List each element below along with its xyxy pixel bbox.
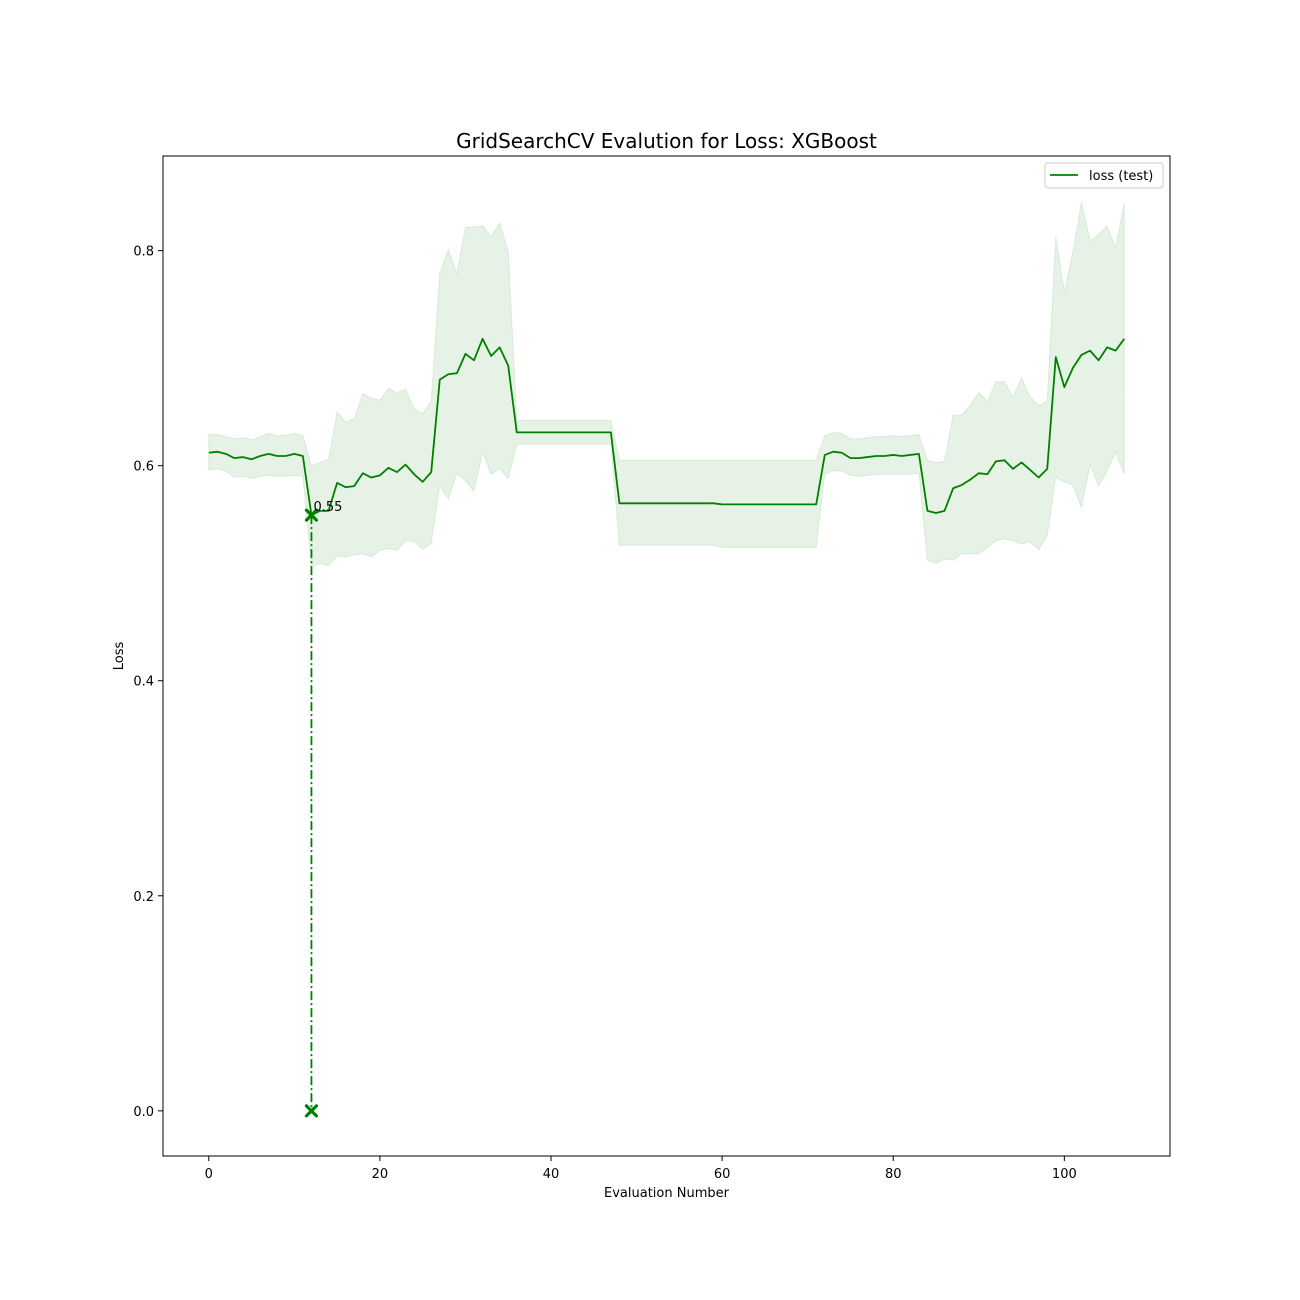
best-point-marker — [304, 508, 319, 522]
x-tick-label: 60 — [714, 1167, 731, 1182]
annotation-layer: 0.55 — [304, 500, 342, 1118]
x-tick-label: 40 — [543, 1167, 560, 1182]
confidence-band-layer — [208, 202, 1125, 568]
y-tick-label: 0.6 — [133, 460, 154, 475]
best-point-zero-marker — [304, 1104, 319, 1118]
y-axis-ticks: 0.0 0.2 0.4 0.6 0.8 — [133, 245, 163, 1120]
legend: loss (test) — [1044, 162, 1164, 189]
best-point-label: 0.55 — [313, 500, 342, 515]
x-axis-label: Evaluation Number — [604, 1186, 730, 1201]
legend-entry-loss-test: loss (test) — [1089, 169, 1153, 184]
x-tick-label: 100 — [1052, 1167, 1077, 1182]
series-line-layer — [208, 337, 1125, 517]
series-band-loss-test — [208, 202, 1125, 568]
chart-title: GridSearchCV Evalution for Loss: XGBoost — [456, 129, 877, 153]
x-tick-label: 80 — [885, 1167, 902, 1182]
y-tick-label: 0.2 — [133, 890, 154, 905]
y-axis-label: Loss — [112, 642, 127, 671]
y-tick-label: 0.0 — [133, 1105, 154, 1120]
plot-frame — [162, 155, 1171, 1157]
x-tick-label: 0 — [205, 1167, 213, 1182]
x-axis-ticks: 0 20 40 60 80 100 — [205, 1156, 1077, 1182]
y-tick-label: 0.4 — [133, 675, 154, 690]
legend-box — [1044, 162, 1164, 189]
x-tick-label: 20 — [372, 1167, 389, 1182]
y-tick-label: 0.8 — [133, 245, 154, 260]
series-line-loss-test — [208, 337, 1125, 517]
